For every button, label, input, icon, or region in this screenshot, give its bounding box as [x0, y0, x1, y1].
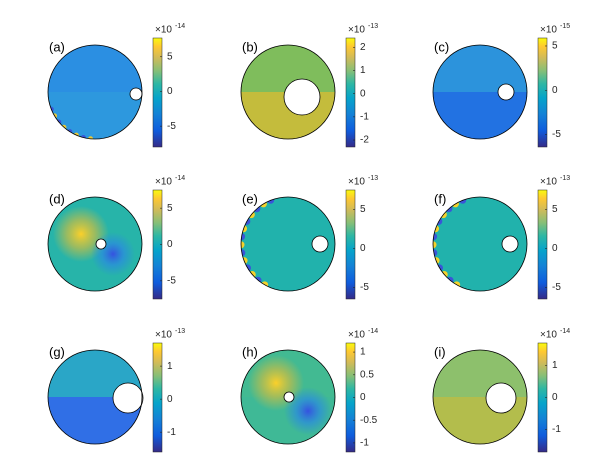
scale-exponent: -15	[560, 23, 570, 30]
colorbar-tick-label: 1	[360, 347, 366, 358]
disk-outline	[47, 349, 143, 445]
panel-label: (i)	[434, 344, 446, 359]
panel: (f) -5 0 5 ×10 -13	[432, 175, 570, 300]
panel-label: (e)	[242, 191, 258, 206]
colorbar	[152, 37, 163, 148]
scale-base: ×10	[155, 177, 172, 188]
panel-label: (a)	[49, 39, 65, 54]
scale-base: ×10	[155, 25, 172, 36]
panel-label: (d)	[49, 191, 65, 206]
panel: (h) -1 -0.5 0 0.5 1 ×10 -14	[240, 328, 378, 453]
scale-exponent: -13	[175, 328, 185, 335]
colorbar-tick-label: 0	[360, 243, 366, 254]
scale-exponent: -13	[368, 23, 378, 30]
colorbar	[345, 189, 356, 300]
colorbar-tick-label: 5	[552, 41, 558, 52]
scale-exponent: -14	[560, 328, 570, 335]
disk-outline	[432, 196, 528, 292]
colorbar-tick-label: 1	[167, 361, 173, 372]
panel-label: (b)	[242, 39, 258, 54]
colorbar-tick-label: -0.5	[360, 415, 378, 426]
scale-base: ×10	[540, 330, 557, 341]
disk-outline	[432, 349, 528, 445]
colorbar-tick-label: -1	[360, 111, 369, 122]
panel-label: (c)	[434, 39, 449, 54]
disk-outline	[432, 44, 528, 140]
colorbar-tick-label: 0	[552, 85, 558, 96]
panel-label: (h)	[242, 344, 258, 359]
colorbar	[152, 342, 163, 453]
colorbar-tick-label: 0	[167, 394, 173, 405]
colorbar-tick-label: 1	[552, 360, 558, 371]
field-bottom	[433, 92, 527, 139]
colorbar-tick-label: 0	[167, 86, 173, 97]
scale-base: ×10	[540, 25, 557, 36]
hole	[129, 87, 143, 101]
scale-base: ×10	[155, 330, 172, 341]
disk-outline	[240, 44, 336, 140]
colorbar-tick-label: 5	[360, 204, 366, 215]
hole	[283, 391, 295, 403]
scale-exponent: -13	[368, 175, 378, 182]
colorbar-tick-label: -5	[360, 282, 369, 293]
colorbar-tick-label: -2	[360, 135, 369, 146]
panel: (c) -5 0 5 ×10 -15	[432, 23, 570, 148]
disk-outline	[240, 349, 336, 445]
colorbar-tick-label: -1	[360, 438, 369, 449]
field-bottom	[48, 92, 142, 139]
hole	[311, 235, 329, 253]
colorbar-tick-label: -5	[167, 121, 176, 132]
field-blob	[284, 387, 332, 435]
field	[48, 197, 142, 291]
colorbar	[537, 37, 548, 148]
panel: (e) -5 0 5 ×10 -13	[240, 175, 378, 300]
scale-base: ×10	[348, 25, 365, 36]
panel-label: (g)	[49, 344, 65, 359]
colorbar-tick-label: 5	[552, 204, 558, 215]
scale-base: ×10	[348, 330, 365, 341]
disk-outline	[47, 196, 143, 292]
colorbar-tick-label: 0	[552, 243, 558, 254]
scale-exponent: -14	[368, 328, 378, 335]
colorbar-tick-label: -1	[167, 427, 176, 438]
colorbar-tick-label: 1	[360, 65, 366, 76]
disk-outline	[240, 196, 336, 292]
hole	[283, 78, 321, 116]
colorbar-tick-label: 2	[360, 42, 366, 53]
colorbar-tick-label: 0.5	[360, 369, 374, 380]
colorbar	[537, 189, 548, 300]
field-blob	[91, 232, 135, 276]
colorbar-tick-label: 0	[360, 88, 366, 99]
panel: (b) -2 -1 0 1 2 ×10 -13	[240, 23, 378, 148]
scale-exponent: -14	[175, 23, 185, 30]
colorbar-tick-label: -1	[552, 424, 561, 435]
colorbar-tick-label: -5	[167, 275, 176, 286]
hole	[95, 238, 107, 250]
panel-label: (f)	[434, 191, 446, 206]
colorbar-tick-label: -5	[552, 282, 561, 293]
hole	[485, 382, 517, 414]
colorbar-tick-label: 0	[552, 392, 558, 403]
hole	[497, 83, 515, 101]
disk-outline	[47, 44, 143, 140]
scale-exponent: -13	[560, 175, 570, 182]
colorbar-tick-label: -5	[552, 129, 561, 140]
field	[48, 45, 142, 139]
hole	[501, 235, 519, 253]
scale-base: ×10	[540, 177, 557, 188]
colorbar-tick-label: 5	[167, 203, 173, 214]
panel: (i) -1 0 1 ×10 -14	[432, 328, 570, 453]
panel: (d) -5 0 5 ×10 -14	[47, 175, 185, 300]
colorbar-tick-label: 0	[360, 392, 366, 403]
panel: (g) -1 0 1 ×10 -13	[47, 328, 185, 453]
scale-exponent: -14	[175, 175, 185, 182]
hole	[112, 382, 144, 414]
scale-base: ×10	[348, 177, 365, 188]
panel: (a) -5 0 5 ×10 -14	[47, 23, 185, 148]
colorbar-tick-label: 5	[167, 51, 173, 62]
colorbar-tick-label: 0	[167, 239, 173, 250]
colorbar	[345, 37, 356, 148]
